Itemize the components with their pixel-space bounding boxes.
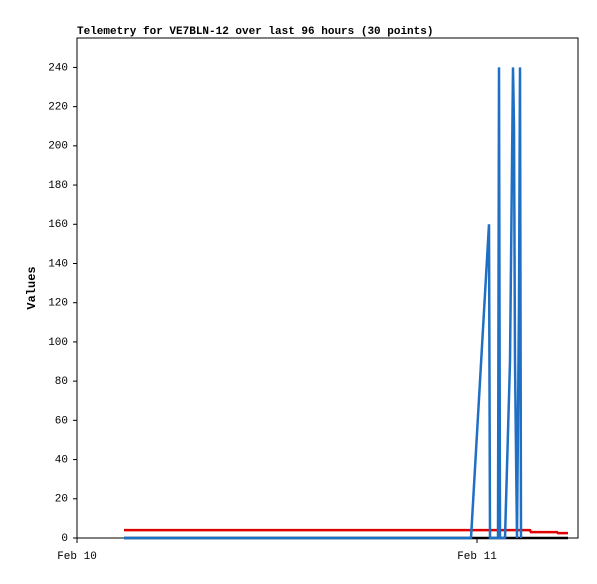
y-tick-label: 220: [48, 102, 68, 114]
y-tick-label: 140: [48, 258, 68, 270]
y-tick-label: 200: [48, 141, 68, 153]
chart-title: Telemetry for VE7BLN-12 over last 96 hou…: [77, 26, 433, 38]
series-line: [124, 528, 568, 535]
y-tick-label: 240: [48, 62, 68, 74]
y-tick-label: 160: [48, 219, 68, 231]
y-tick-label: 80: [55, 376, 68, 388]
y-tick-label: 100: [48, 337, 68, 349]
plot-frame: [76, 37, 579, 539]
y-tick-label: 120: [48, 298, 68, 310]
y-axis-label: Values: [25, 266, 39, 309]
series-line: [124, 67, 523, 540]
x-tick-label: Feb 11: [457, 551, 497, 563]
y-tick-label: 20: [55, 494, 68, 506]
y-tick-label: 180: [48, 180, 68, 192]
x-tick-label: Feb 10: [57, 551, 97, 563]
y-tick-label: 0: [61, 533, 68, 545]
y-tick-label: 40: [55, 454, 68, 466]
y-tick-label: 60: [55, 415, 68, 427]
